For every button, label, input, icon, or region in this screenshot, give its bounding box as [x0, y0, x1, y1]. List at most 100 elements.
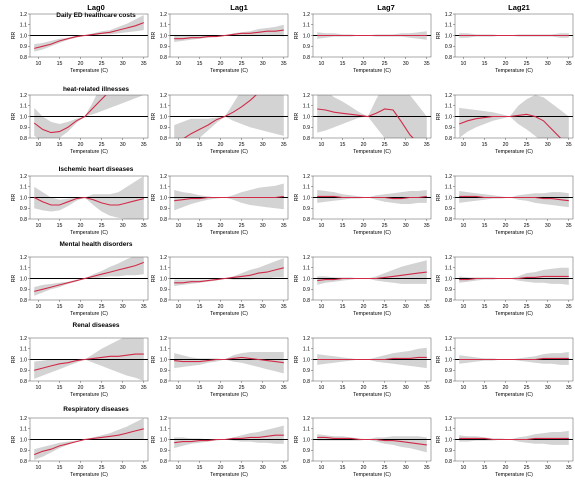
y-tick-label: 1.0 — [303, 195, 310, 201]
confidence-band — [34, 257, 144, 296]
plot-area — [313, 260, 431, 285]
plot-area — [313, 95, 431, 138]
confidence-band — [174, 95, 284, 138]
y-tick-label: 1.1 — [445, 23, 452, 29]
panel-mental-health-lag7: 0.8 0.9 1.0 1.1 1.2 10 15 20 25 30 35 Temperature (… — [294, 255, 432, 317]
y-tick-label: 1.0 — [445, 276, 452, 282]
x-tick-label: 15 — [482, 223, 488, 229]
y-tick-label: 1.2 — [20, 174, 27, 180]
y-tick-label: 0.9 — [445, 206, 452, 212]
x-tick-label: 25 — [524, 304, 530, 310]
y-tick-label: 1.0 — [160, 437, 167, 443]
y-tick-label: 0.8 — [20, 379, 27, 385]
x-tick-label: 25 — [99, 465, 105, 471]
x-axis-label: Temperature (C) — [70, 149, 108, 155]
column-title-lag1: Lag1 — [230, 3, 248, 12]
x-tick-label: 15 — [57, 142, 63, 148]
y-tick-label: 0.8 — [445, 298, 452, 304]
y-tick-label: 1.0 — [445, 437, 452, 443]
x-tick-label: 10 — [176, 465, 182, 471]
row-title-mental-health: Mental health disorders — [60, 241, 133, 248]
rr-curve — [174, 29, 284, 40]
plot-area — [313, 190, 431, 204]
confidence-band — [459, 267, 569, 285]
rr-curve — [459, 275, 569, 281]
x-tick-label: 20 — [503, 61, 509, 67]
x-tick-label: 15 — [197, 142, 203, 148]
y-tick-label: 1.1 — [303, 266, 310, 272]
y-tick-label: 1.2 — [160, 255, 167, 261]
y-axis-label: RR — [151, 275, 157, 283]
x-tick-label: 30 — [120, 304, 126, 310]
rr-curve — [317, 271, 427, 282]
y-tick-label: 1.2 — [445, 93, 452, 99]
x-tick-label: 35 — [141, 61, 147, 67]
y-tick-label: 0.8 — [303, 217, 310, 223]
x-tick-label: 35 — [424, 223, 430, 229]
confidence-band — [174, 425, 284, 449]
x-tick-label: 20 — [361, 223, 367, 229]
y-axis-label: RR — [151, 436, 157, 444]
y-tick-label: 1.1 — [160, 23, 167, 29]
x-tick-label: 10 — [36, 223, 42, 229]
y-tick-label: 1.2 — [20, 416, 27, 422]
panel-ischemic-heart-lag7: 0.8 0.9 1.0 1.1 1.2 10 15 20 25 30 35 Temperature (… — [294, 174, 432, 236]
x-axis-label: Temperature (C) — [210, 472, 248, 478]
x-axis-label: Temperature (C) — [70, 230, 108, 236]
plot-area — [313, 31, 431, 40]
rr-curve — [317, 108, 414, 138]
y-tick-label: 1.2 — [445, 174, 452, 180]
x-axis-label: Temperature (C) — [210, 230, 248, 236]
panel-respiratory-lag7: 0.8 0.9 1.0 1.1 1.2 10 15 20 25 30 35 Temperature (… — [294, 416, 432, 478]
y-tick-label: 1.0 — [303, 437, 310, 443]
confidence-band — [174, 24, 284, 42]
x-tick-label: 20 — [218, 465, 224, 471]
panel-heat-related-lag7: 0.8 0.9 1.0 1.1 1.2 10 15 20 25 30 35 Temperature (… — [294, 93, 432, 155]
y-tick-label: 1.2 — [303, 174, 310, 180]
y-tick-label: 1.1 — [303, 347, 310, 353]
x-tick-label: 30 — [545, 304, 551, 310]
x-tick-label: 15 — [482, 465, 488, 471]
panel-mental-health-lag0: 0.8 0.9 1.0 1.1 1.2 10 15 20 25 30 35 Temperature (… — [11, 255, 149, 317]
x-tick-label: 10 — [461, 142, 467, 148]
x-tick-label: 20 — [218, 304, 224, 310]
rr-curve — [174, 356, 284, 364]
y-tick-label: 0.9 — [445, 125, 452, 131]
plot-area — [170, 352, 288, 374]
panel-respiratory-lag0: 0.8 0.9 1.0 1.1 1.2 10 15 20 25 30 35 Temperature (… — [11, 416, 149, 478]
y-tick-label: 0.9 — [20, 368, 27, 374]
x-tick-label: 35 — [141, 385, 147, 391]
rr-curve — [459, 437, 569, 441]
x-tick-label: 15 — [482, 61, 488, 67]
y-axis-label: RR — [151, 113, 157, 121]
x-tick-label: 10 — [176, 304, 182, 310]
x-tick-label: 35 — [141, 142, 147, 148]
x-tick-label: 20 — [218, 142, 224, 148]
y-tick-label: 0.8 — [20, 217, 27, 223]
x-tick-label: 30 — [545, 465, 551, 471]
y-tick-label: 0.9 — [160, 206, 167, 212]
x-tick-label: 30 — [403, 61, 409, 67]
x-tick-label: 15 — [340, 223, 346, 229]
x-tick-label: 20 — [361, 61, 367, 67]
x-axis-label: Temperature (C) — [210, 311, 248, 317]
y-tick-label: 1.2 — [445, 336, 452, 342]
plot-area — [170, 183, 288, 211]
y-tick-label: 1.0 — [303, 357, 310, 363]
x-tick-label: 10 — [176, 61, 182, 67]
x-tick-label: 30 — [120, 465, 126, 471]
y-axis-label: RR — [11, 113, 17, 121]
y-tick-label: 1.0 — [160, 114, 167, 120]
x-tick-label: 35 — [281, 304, 287, 310]
x-tick-label: 15 — [57, 61, 63, 67]
panel-ischemic-heart-lag1: 0.8 0.9 1.0 1.1 1.2 10 15 20 25 30 35 Temperature (… — [151, 174, 289, 236]
x-tick-label: 30 — [545, 223, 551, 229]
x-tick-label: 25 — [382, 465, 388, 471]
panel-heat-related-lag1: 0.8 0.9 1.0 1.1 1.2 10 15 20 25 30 35 Temperature (… — [151, 93, 289, 155]
y-tick-label: 1.1 — [445, 427, 452, 433]
y-tick-label: 0.9 — [303, 206, 310, 212]
y-tick-label: 0.8 — [160, 379, 167, 385]
confidence-band — [317, 260, 427, 285]
y-tick-label: 1.0 — [445, 357, 452, 363]
panel-heat-related-lag0: 0.8 0.9 1.0 1.1 1.2 10 15 20 25 30 35 Temperature (… — [11, 93, 149, 155]
